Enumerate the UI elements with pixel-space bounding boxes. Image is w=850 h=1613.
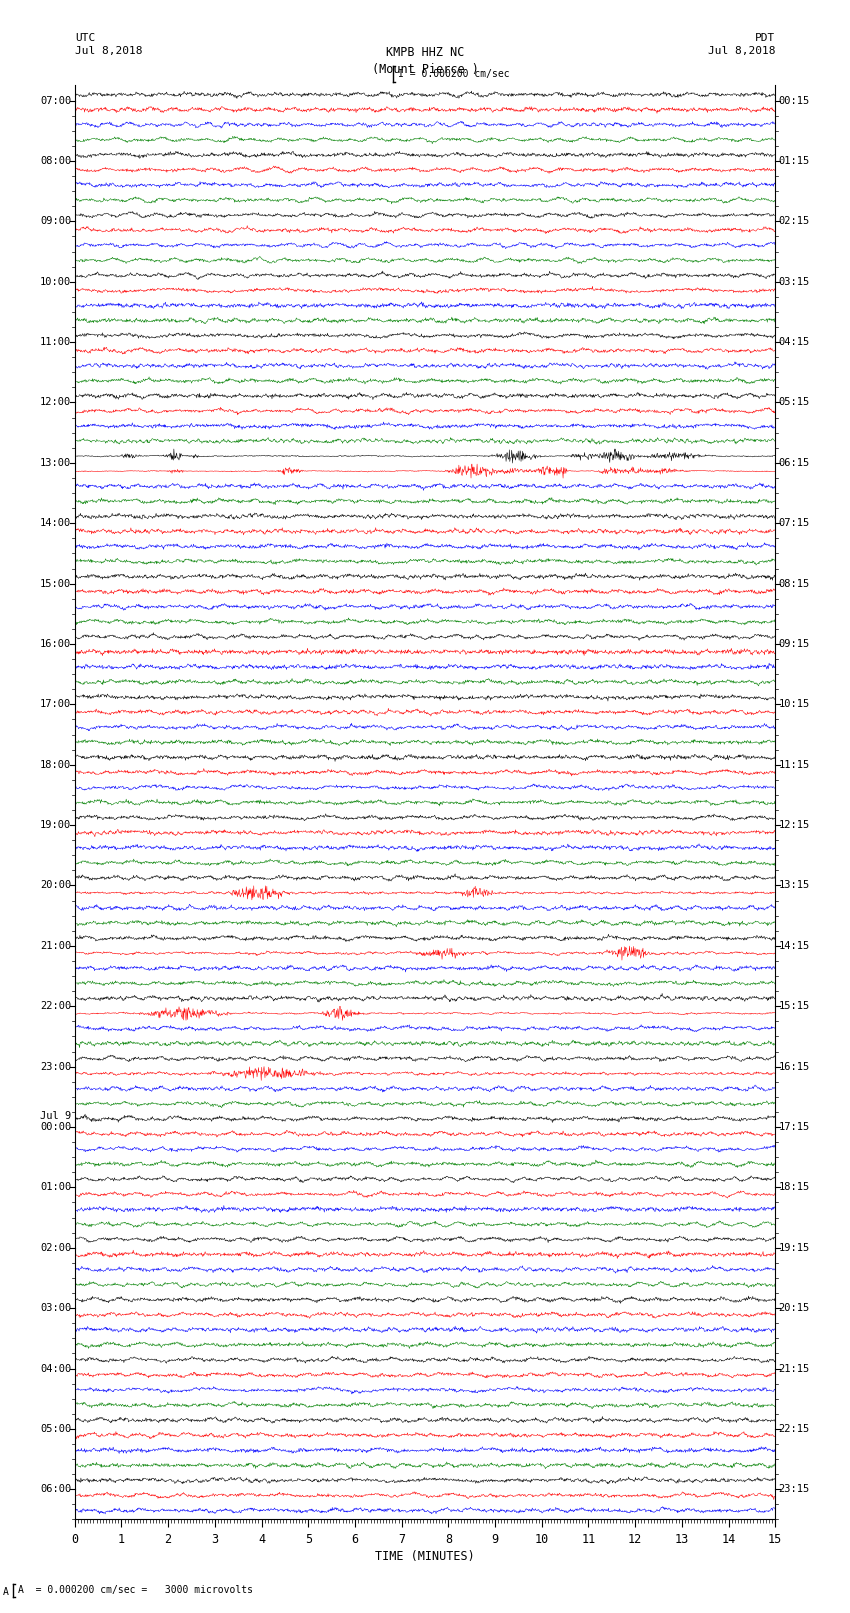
Text: 21:15: 21:15	[779, 1363, 810, 1374]
Text: 12:15: 12:15	[779, 819, 810, 831]
Text: 17:15: 17:15	[779, 1123, 810, 1132]
Text: 19:00: 19:00	[40, 819, 71, 831]
Text: 11:15: 11:15	[779, 760, 810, 769]
Text: 16:00: 16:00	[40, 639, 71, 648]
Text: 13:15: 13:15	[779, 881, 810, 890]
Text: 04:00: 04:00	[40, 1363, 71, 1374]
Text: I = 0.000200 cm/sec: I = 0.000200 cm/sec	[398, 69, 509, 79]
Text: Jul 9: Jul 9	[40, 1110, 71, 1121]
Text: 06:15: 06:15	[779, 458, 810, 468]
Text: 00:00: 00:00	[40, 1123, 71, 1132]
Text: KMPB HHZ NC
(Mount Pierce ): KMPB HHZ NC (Mount Pierce )	[371, 45, 479, 76]
Text: 03:15: 03:15	[779, 277, 810, 287]
Text: 16:15: 16:15	[779, 1061, 810, 1071]
Text: 00:15: 00:15	[779, 95, 810, 105]
Text: 14:00: 14:00	[40, 518, 71, 527]
Text: 23:15: 23:15	[779, 1484, 810, 1494]
Text: 01:00: 01:00	[40, 1182, 71, 1192]
Text: 01:15: 01:15	[779, 156, 810, 166]
Text: 23:00: 23:00	[40, 1061, 71, 1071]
Text: 13:00: 13:00	[40, 458, 71, 468]
Text: 08:15: 08:15	[779, 579, 810, 589]
Text: 10:15: 10:15	[779, 700, 810, 710]
Text: 09:15: 09:15	[779, 639, 810, 648]
Text: 15:00: 15:00	[40, 579, 71, 589]
Text: 20:00: 20:00	[40, 881, 71, 890]
Text: 18:00: 18:00	[40, 760, 71, 769]
Text: 02:00: 02:00	[40, 1242, 71, 1253]
Text: 22:15: 22:15	[779, 1424, 810, 1434]
Text: 17:00: 17:00	[40, 700, 71, 710]
Text: 10:00: 10:00	[40, 277, 71, 287]
Text: 04:15: 04:15	[779, 337, 810, 347]
Text: 07:00: 07:00	[40, 95, 71, 105]
Text: 20:15: 20:15	[779, 1303, 810, 1313]
Text: 05:00: 05:00	[40, 1424, 71, 1434]
Text: 12:00: 12:00	[40, 397, 71, 408]
Text: 08:00: 08:00	[40, 156, 71, 166]
Text: 07:15: 07:15	[779, 518, 810, 527]
Text: 09:00: 09:00	[40, 216, 71, 226]
Text: 22:00: 22:00	[40, 1002, 71, 1011]
Text: A: A	[3, 1587, 8, 1597]
Text: 19:15: 19:15	[779, 1242, 810, 1253]
Text: PDT
Jul 8,2018: PDT Jul 8,2018	[708, 34, 775, 56]
Text: 05:15: 05:15	[779, 397, 810, 408]
Text: 02:15: 02:15	[779, 216, 810, 226]
Text: 15:15: 15:15	[779, 1002, 810, 1011]
Text: UTC
Jul 8,2018: UTC Jul 8,2018	[75, 34, 142, 56]
Text: 06:00: 06:00	[40, 1484, 71, 1494]
Text: 18:15: 18:15	[779, 1182, 810, 1192]
Text: A  = 0.000200 cm/sec =   3000 microvolts: A = 0.000200 cm/sec = 3000 microvolts	[18, 1586, 252, 1595]
Text: 11:00: 11:00	[40, 337, 71, 347]
Text: 14:15: 14:15	[779, 940, 810, 950]
X-axis label: TIME (MINUTES): TIME (MINUTES)	[375, 1550, 475, 1563]
Text: 21:00: 21:00	[40, 940, 71, 950]
Text: 03:00: 03:00	[40, 1303, 71, 1313]
